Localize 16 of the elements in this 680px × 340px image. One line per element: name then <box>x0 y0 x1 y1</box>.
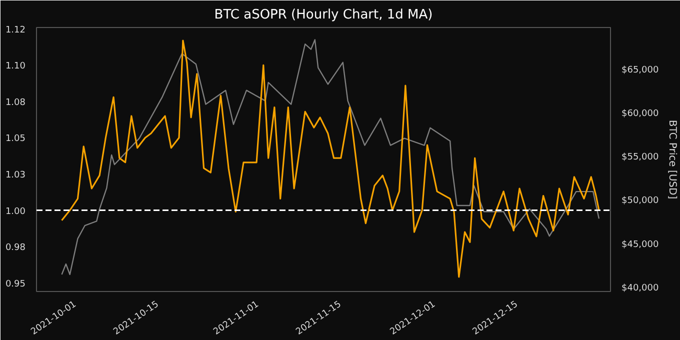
y2-tick-label: $50,000 <box>622 196 659 206</box>
y2-axis-title: BTC Price [USD] <box>666 120 678 200</box>
chart-title: BTC aSOPR (Hourly Chart, 1d MA) <box>214 8 433 22</box>
y-tick-label: 0.95 <box>5 279 26 290</box>
y2-tick-label: $65,000 <box>622 65 659 76</box>
y-tick-label: 1.03 <box>5 170 26 181</box>
y-tick-label: 1.05 <box>5 134 26 144</box>
y-tick-label: 1.10 <box>5 62 26 72</box>
y2-tick-label: $55,000 <box>622 152 659 163</box>
y-tick-label: 1.12 <box>5 25 26 36</box>
y-tick-label: 1.00 <box>5 206 26 217</box>
y2-tick-label: $45,000 <box>622 240 659 250</box>
y2-tick-label: $40,000 <box>622 283 659 294</box>
y2-tick-label: $60,000 <box>622 108 659 119</box>
y-tick-label: 0.98 <box>5 243 26 254</box>
y-tick-label: 1.08 <box>5 98 26 108</box>
